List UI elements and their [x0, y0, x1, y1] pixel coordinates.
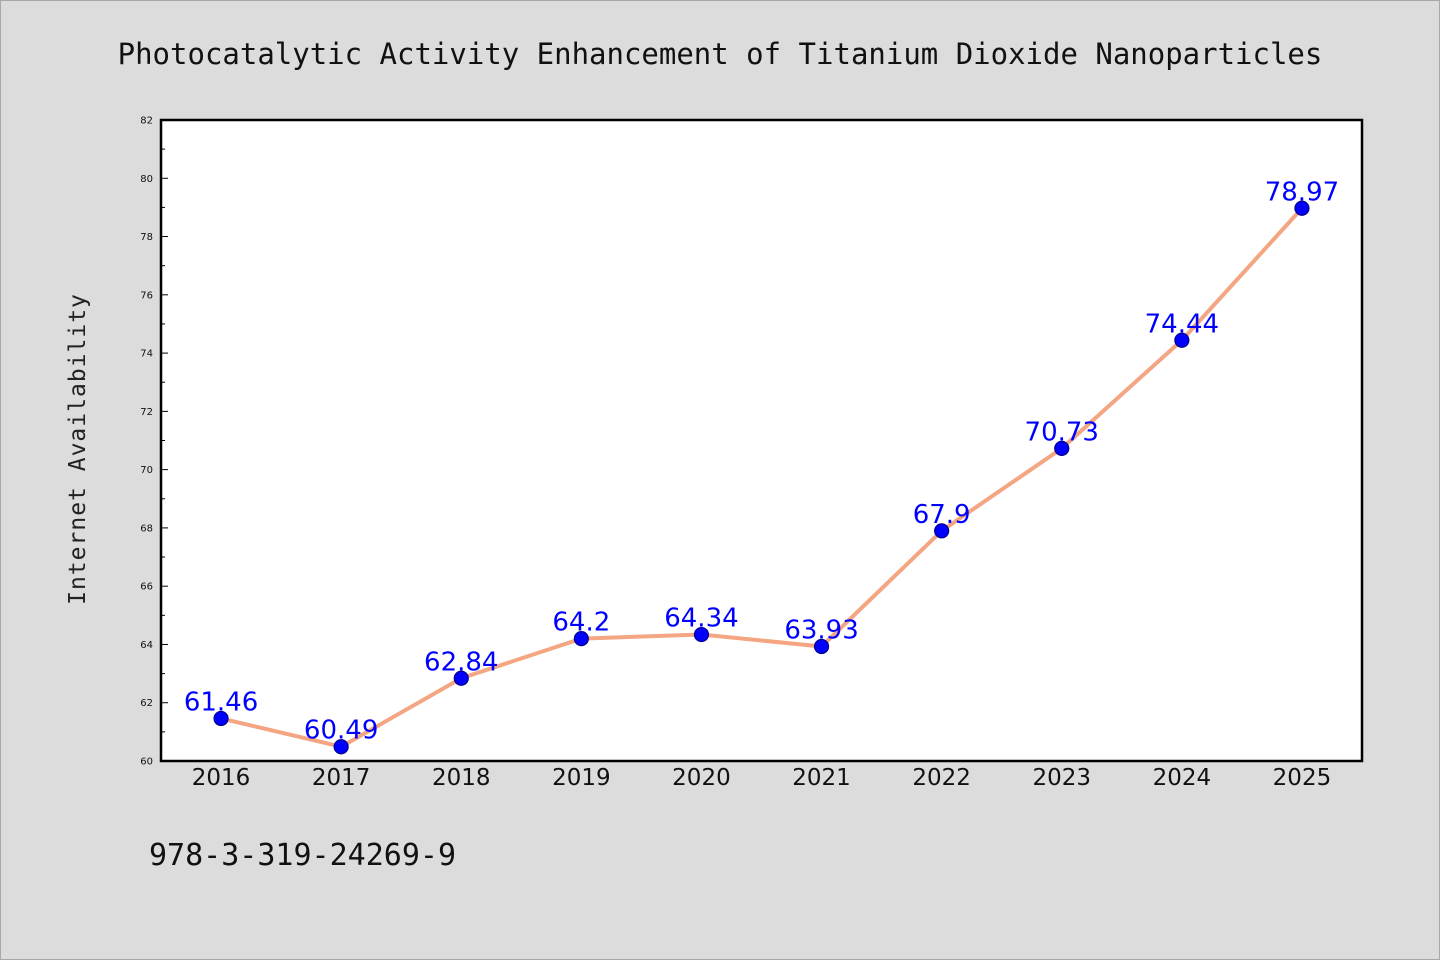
data-point: [813, 638, 830, 655]
data-label: 63.93: [784, 615, 858, 645]
y-tick-label: 78: [140, 232, 153, 243]
data-point: [934, 523, 950, 539]
y-tick-label: 68: [140, 523, 153, 534]
y-tick-label: 70: [140, 465, 153, 476]
y-axis-label: Internet Availability: [65, 293, 91, 605]
data-label: 61.46: [184, 687, 258, 717]
y-tick-label: 62: [140, 698, 153, 709]
plot-frame: [159, 118, 1364, 763]
data-point: [1174, 332, 1190, 348]
y-tick-label: 74: [140, 349, 153, 360]
data-label: 78.97: [1265, 177, 1339, 207]
y-tick-label: 60: [140, 757, 153, 768]
data-point: [1054, 440, 1070, 456]
x-tick-label: 2018: [432, 765, 491, 791]
data-label: 67.9: [913, 500, 971, 530]
y-tick-label: 64: [140, 640, 153, 651]
series-line: [219, 206, 1304, 749]
x-tick-label: 2022: [912, 765, 971, 791]
x-tick-label: 2019: [552, 765, 611, 791]
axis-ticks: 60 62 64 66 68 70 72 74 76 78 80 82 2016 2017 2018 2019…: [140, 116, 1331, 792]
footer-code: 978-3-319-24269-9: [149, 838, 456, 873]
data-point: [213, 710, 229, 727]
x-tick-label: 2020: [672, 765, 731, 791]
data-label: 62.84: [424, 647, 498, 677]
data-point: [573, 631, 589, 647]
data-point: [693, 626, 710, 643]
x-tick-label: 2017: [312, 765, 371, 791]
data-label: 64.2: [552, 608, 610, 638]
data-label: 74.44: [1145, 309, 1219, 339]
y-tick-label: 72: [140, 407, 153, 418]
x-tick-label: 2021: [792, 765, 851, 791]
plot-area: [161, 120, 1362, 761]
chart-title: Photocatalytic Activity Enhancement of T…: [118, 37, 1323, 71]
data-point: [333, 739, 349, 755]
data-label: 70.73: [1025, 417, 1099, 447]
x-tick-label: 2025: [1273, 765, 1332, 791]
data-label: 60.49: [304, 716, 378, 746]
data-point: [453, 670, 469, 686]
series-layer: 61.46 60.49 62.84 64.2 64.34 63.93 67.9 70.73 74…: [184, 177, 1339, 755]
y-tick-label: 82: [140, 116, 153, 127]
y-tick-label: 80: [140, 174, 153, 185]
data-label: 64.34: [664, 604, 738, 634]
y-tick-label: 66: [140, 582, 153, 593]
x-tick-label: 2024: [1153, 765, 1212, 791]
data-point: [1294, 200, 1310, 216]
y-tick-label: 76: [140, 290, 153, 301]
x-tick-label: 2023: [1032, 765, 1091, 791]
x-tick-label: 2016: [192, 765, 251, 791]
